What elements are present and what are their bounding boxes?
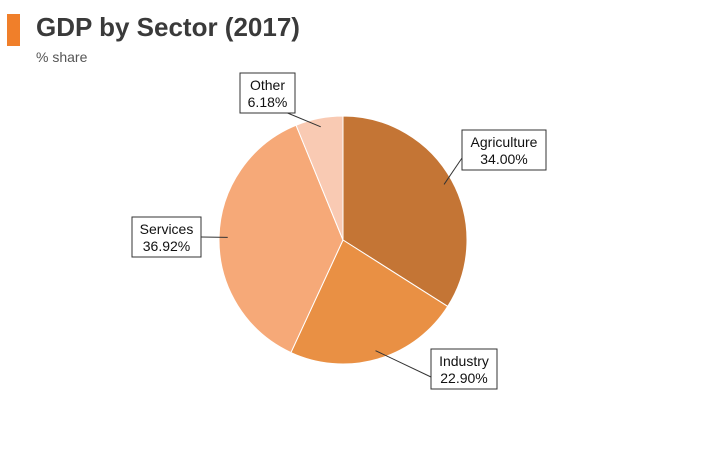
slice-value-label: 6.18% xyxy=(248,94,288,110)
label-box-agriculture xyxy=(461,129,547,171)
slice-name-label: Industry xyxy=(439,353,489,369)
callout-line-other xyxy=(287,112,321,128)
slice-value-label: 34.00% xyxy=(480,151,527,167)
pie-slice-industry xyxy=(290,239,449,365)
label-box-other xyxy=(239,72,296,114)
callout-line-agriculture xyxy=(443,157,463,185)
label-box-industry xyxy=(430,348,498,390)
title-accent-bar xyxy=(7,14,20,46)
pie-slice-other xyxy=(295,115,344,241)
pie-slices xyxy=(218,115,468,365)
pie-slice-agriculture xyxy=(342,115,468,308)
chart-subtitle: % share xyxy=(36,49,88,65)
slice-name-label: Services xyxy=(140,221,194,237)
slice-value-label: 22.90% xyxy=(440,370,487,386)
slice-value-label: 36.92% xyxy=(143,238,190,254)
chart-title: GDP by Sector (2017) xyxy=(36,12,300,42)
slice-name-label: Other xyxy=(250,77,285,93)
label-box-services xyxy=(131,216,202,258)
slice-name-label: Agriculture xyxy=(471,134,538,150)
callout-line-industry xyxy=(375,350,432,378)
